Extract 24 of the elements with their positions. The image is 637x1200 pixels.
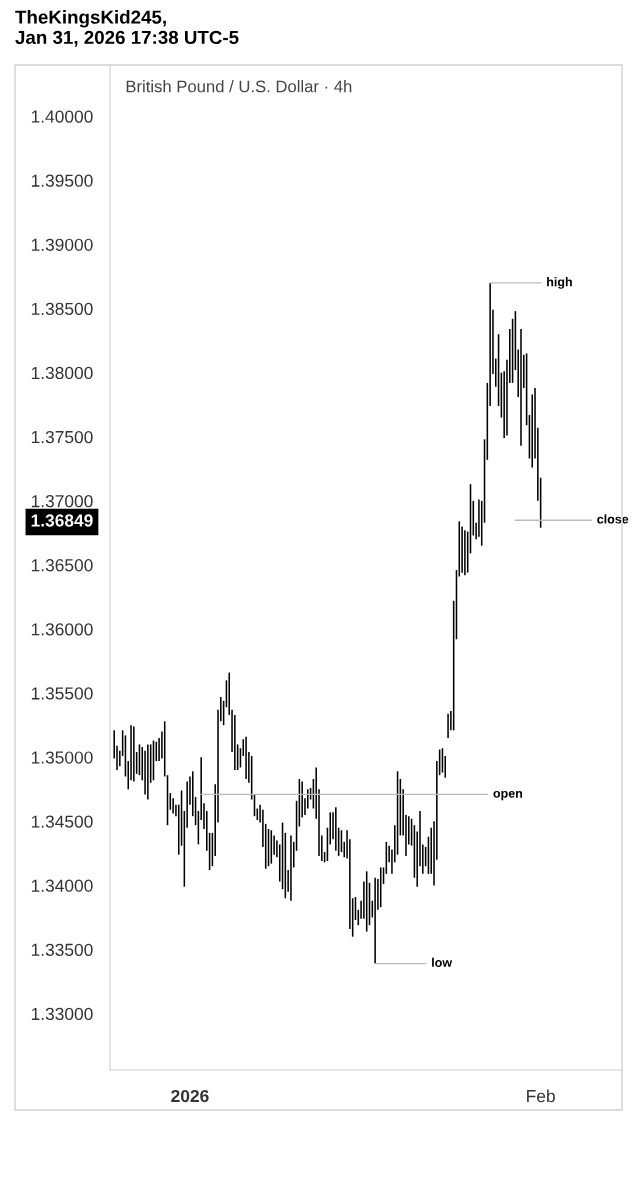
y-tick-label: 1.39500 — [31, 174, 93, 187]
y-tick-label: 1.36000 — [31, 623, 93, 636]
ref-line-label: open — [493, 790, 523, 801]
chart-title: TheKingsKid245, Jan 31, 2026 17:38 UTC-5 — [15, 10, 239, 47]
y-tick-label: 1.37500 — [31, 430, 93, 444]
y-tick-label: 1.40000 — [31, 110, 93, 123]
y-tick-label: 1.36500 — [31, 559, 93, 572]
y-tick-label: 1.34000 — [31, 879, 93, 892]
ref-line-label: close — [597, 514, 629, 524]
y-tick-label: 1.38000 — [31, 366, 93, 380]
y-tick-label: 1.39000 — [31, 238, 93, 251]
y-tick-label: 1.38500 — [31, 302, 93, 316]
y-tick-label: 1.34500 — [31, 815, 93, 828]
y-tick-label: 1.33000 — [31, 1007, 93, 1021]
ref-line-label: low — [432, 957, 453, 967]
x-tick-label: 2026 — [171, 1089, 209, 1103]
y-tick-label: 1.36849 — [31, 514, 93, 527]
y-tick-label: 1.33500 — [31, 943, 93, 956]
y-tick-label: 1.37000 — [31, 495, 93, 508]
y-tick-label: 1.35500 — [31, 687, 93, 700]
text: British Pound / U.S. Dollar · 4h — [126, 80, 352, 93]
y-tick-label: 1.35000 — [31, 751, 93, 764]
ref-line-label: high — [547, 277, 572, 289]
x-tick-label: Feb — [527, 1089, 555, 1103]
